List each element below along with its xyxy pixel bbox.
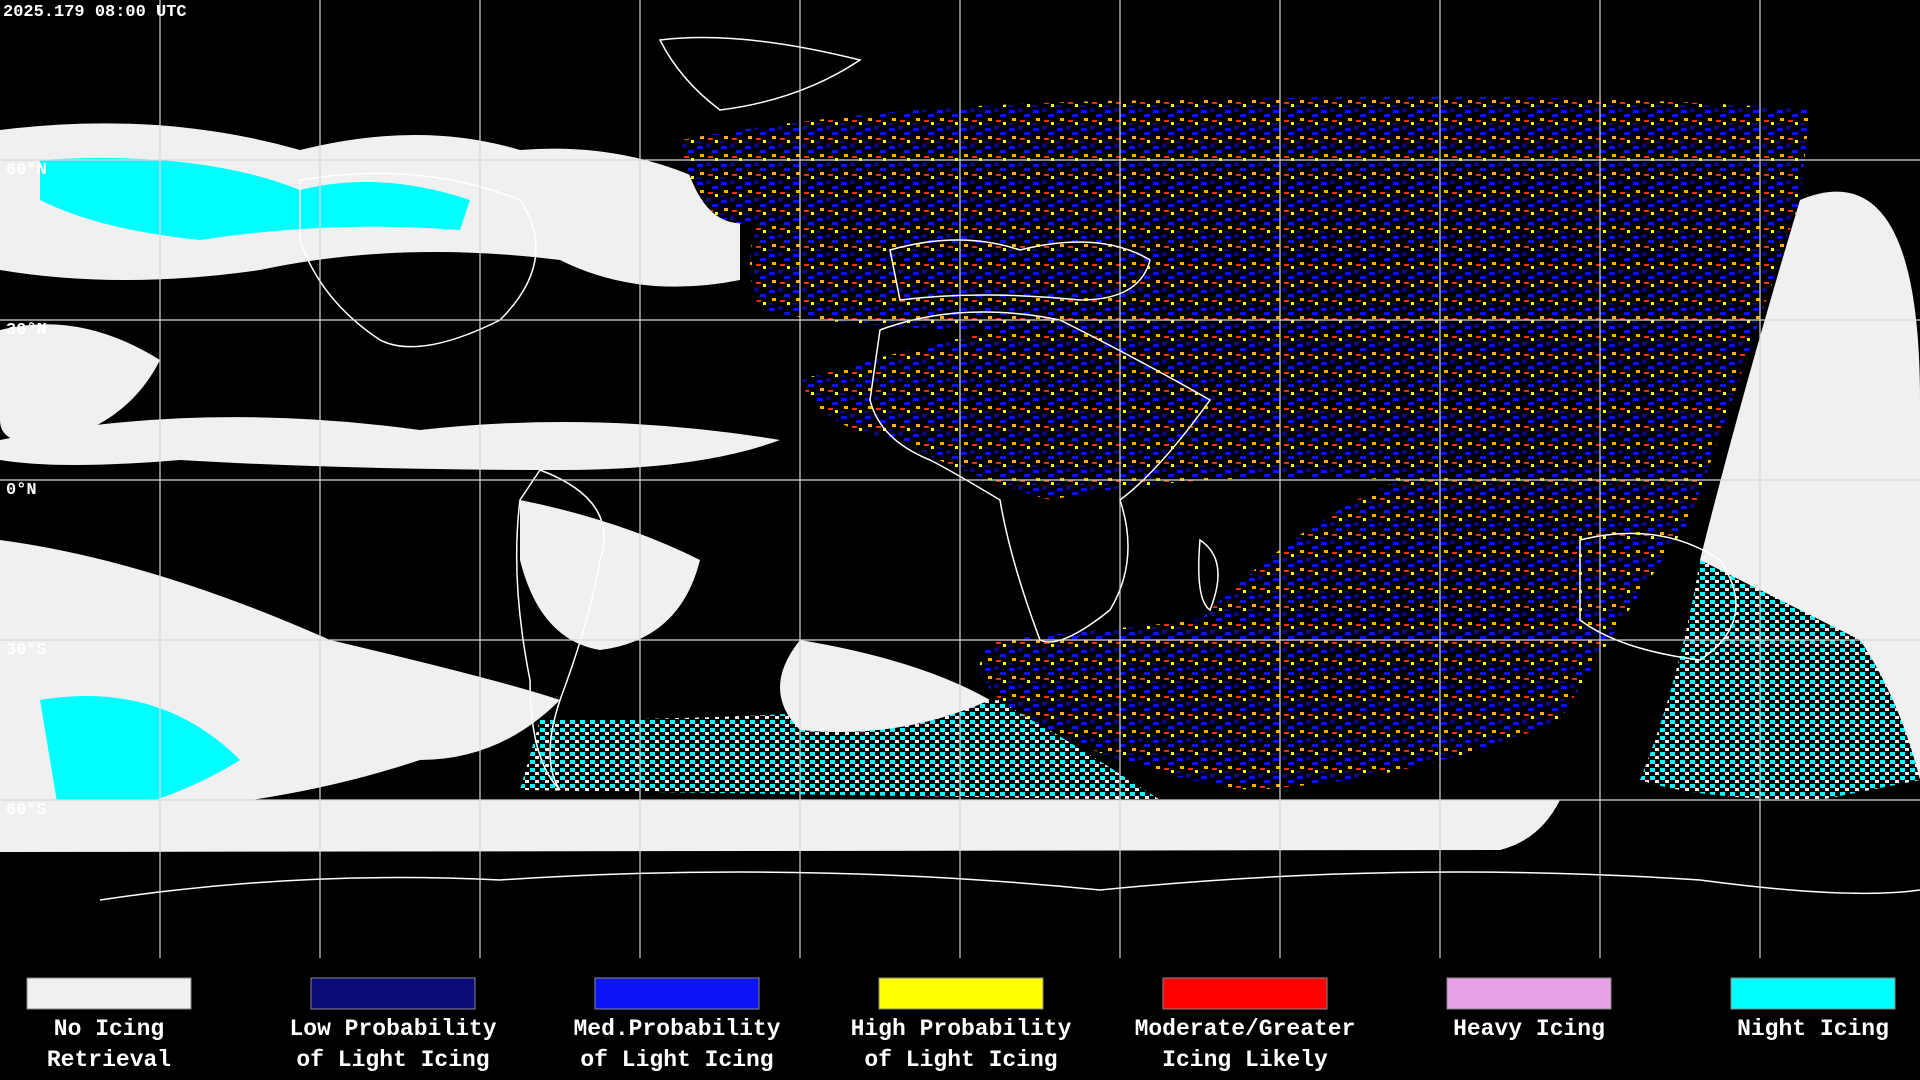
- legend-swatch: [594, 977, 760, 1010]
- timestamp: 2025.179 08:00 UTC: [3, 3, 187, 22]
- legend-swatch: [1162, 977, 1328, 1010]
- legend-label: of Light Icing: [864, 1047, 1057, 1073]
- legend-label: Icing Likely: [1162, 1047, 1328, 1073]
- legend-label: Heavy Icing: [1453, 1016, 1605, 1042]
- legend-label: No Icing: [54, 1016, 164, 1042]
- coastlines: [99, 36, 1920, 901]
- latitude-label: 30°N: [6, 321, 47, 340]
- legend-label: Moderate/Greater: [1135, 1016, 1356, 1042]
- graticule: [0, 0, 1920, 958]
- legend-swatch: [310, 977, 476, 1010]
- legend-label: High Probability: [851, 1016, 1072, 1042]
- latitude-label: 30°S: [6, 641, 47, 660]
- legend-label: of Light Icing: [296, 1047, 489, 1073]
- icing-region: [680, 96, 1810, 790]
- legend-label: Med.Probability: [573, 1016, 780, 1042]
- latitude-label: 60°S: [6, 801, 47, 820]
- legend-label: of Light Icing: [580, 1047, 773, 1073]
- legend-swatch: [1446, 977, 1612, 1010]
- legend-label: Night Icing: [1737, 1016, 1889, 1042]
- cloud-cover: [0, 123, 1920, 852]
- legend-swatch: [26, 977, 192, 1010]
- latitude-label: 60°N: [6, 161, 47, 180]
- latitude-label: 0°N: [6, 481, 37, 500]
- legend-swatch: [878, 977, 1044, 1010]
- legend-swatch: [1730, 977, 1896, 1010]
- legend-label: Low Probability: [289, 1016, 496, 1042]
- legend-label: Retrieval: [47, 1047, 171, 1073]
